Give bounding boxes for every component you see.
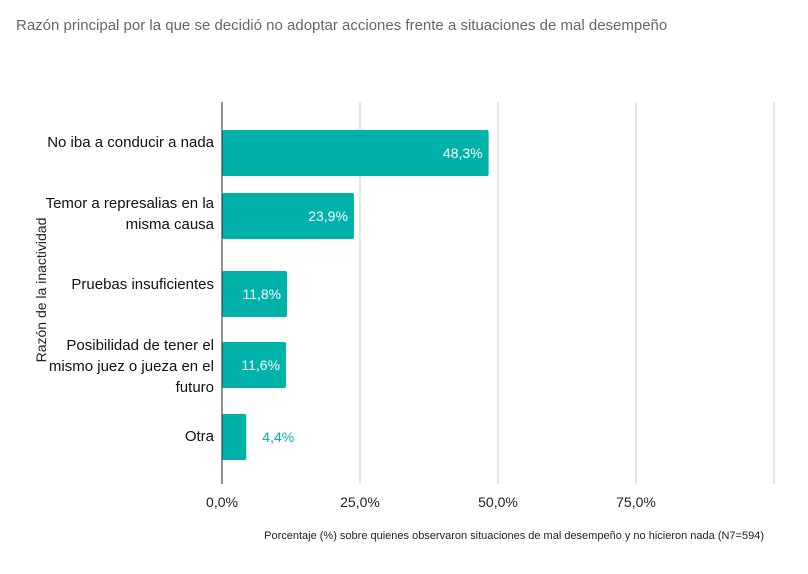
data-label-2: 11,8%	[242, 286, 281, 302]
x-axis-title: Porcentaje (%) sobre quienes observaron …	[264, 530, 764, 542]
x-tick-label-3: 75,0%	[616, 494, 656, 510]
x-tick-label-1: 25,0%	[340, 494, 380, 510]
data-label-1: 23,9%	[308, 208, 348, 224]
category-label-4: Otra	[184, 428, 214, 445]
chart-title: Razón principal por la que se decidió no…	[16, 17, 668, 34]
bar-3	[222, 342, 287, 388]
x-tick-label-0: 0,0%	[206, 494, 238, 510]
bar-2	[222, 271, 288, 317]
category-label-0: No iba a conducir a nada	[47, 134, 214, 151]
category-label-3: Posibilidad de tener el mismo juez o jue…	[48, 337, 214, 396]
bar-0	[222, 130, 489, 176]
category-label-2: Pruebas insuficientes	[71, 276, 214, 293]
category-label-1: Temor a represalias en la misma causa	[45, 195, 214, 233]
bar-4	[222, 414, 247, 460]
data-label-3: 11,6%	[241, 357, 280, 373]
x-tick-label-2: 50,0%	[478, 494, 518, 510]
bar-1	[222, 193, 354, 239]
data-label-4: 4,4%	[262, 429, 294, 445]
data-label-0: 48,3%	[443, 145, 483, 161]
